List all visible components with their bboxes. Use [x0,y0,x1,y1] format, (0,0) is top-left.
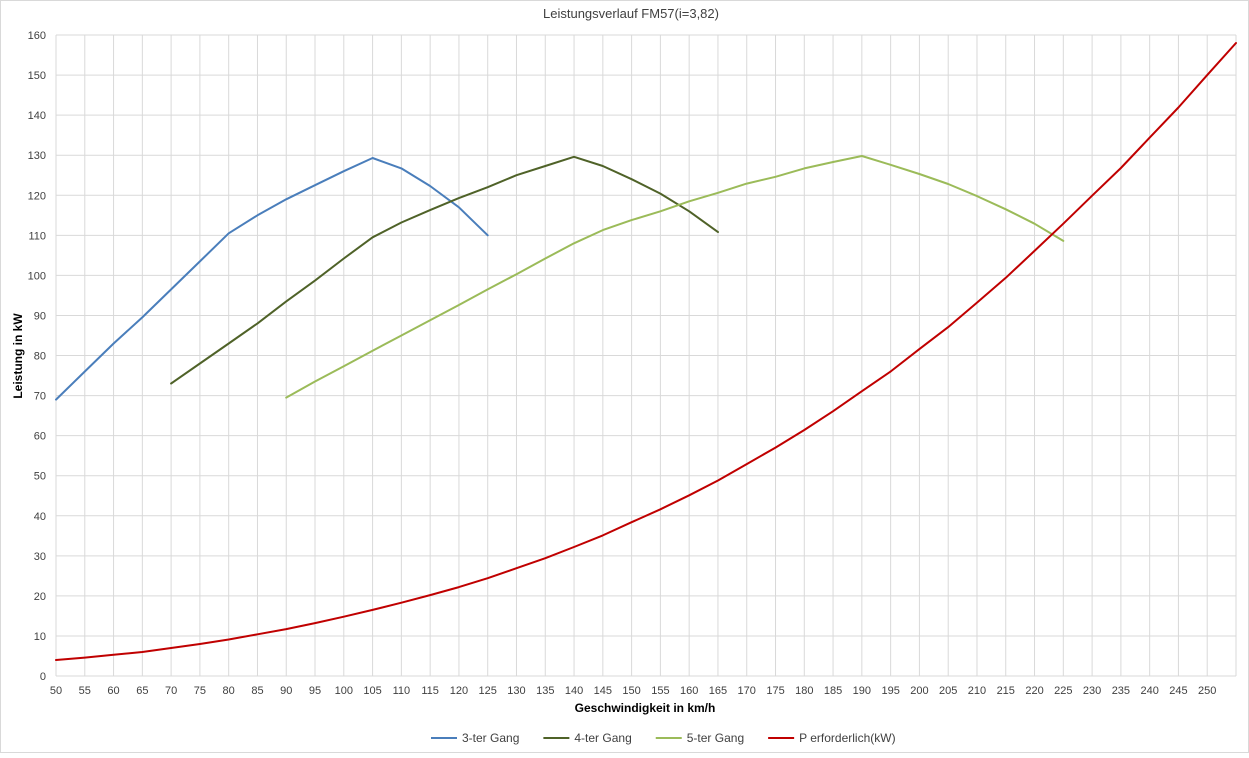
series-line-3 [285,155,1065,399]
x-tick-label: 205 [939,685,957,697]
series-line-1 [55,157,489,401]
x-tick-label: 130 [507,685,525,697]
x-tick-label: 240 [1140,685,1158,697]
x-tick-label: 185 [824,685,842,697]
legend: 3-ter Gang 4-ter Gang 5-ter Gang P erforder… [431,731,896,745]
x-tick-label: 155 [651,685,669,697]
x-tick-label: 245 [1169,685,1187,697]
x-tick-label: 215 [997,685,1015,697]
y-tick-labels: 0 10 20 30 40 50 60 70 80 90 100 110 120 130 140 150 160 [28,30,46,683]
series-lines [55,42,1237,661]
y-tick-label: 110 [28,230,46,242]
x-tick-label: 55 [79,685,91,697]
x-tick-label: 210 [968,685,986,697]
x-tick-label: 120 [450,685,468,697]
y-tick-label: 100 [28,270,46,282]
x-tick-label: 115 [421,685,439,697]
series-line-4 [55,42,1237,661]
x-tick-label: 180 [795,685,813,697]
x-tick-label: 220 [1025,685,1043,697]
x-tick-label: 170 [738,685,756,697]
x-tick-label: 150 [622,685,640,697]
legend-label: 3-ter Gang [462,731,519,745]
x-tick-label: 85 [251,685,263,697]
x-tick-label: 145 [594,685,612,697]
x-tick-label: 50 [50,685,62,697]
y-tick-label: 150 [28,70,46,82]
y-tick-label: 30 [34,551,46,563]
legend-label: 4-ter Gang [574,731,631,745]
x-tick-label: 105 [363,685,381,697]
y-tick-label: 80 [34,351,46,363]
x-tick-label: 125 [479,685,497,697]
x-tick-label: 225 [1054,685,1072,697]
y-tick-label: 140 [28,110,46,122]
x-axis-title: Geschwindigkeit in km/h [575,701,716,715]
x-tick-label: 60 [107,685,119,697]
x-tick-labels: 50 55 60 65 70 75 80 85 90 95 100 105 110 115 120 125 13… [50,685,1217,697]
x-tick-label: 230 [1083,685,1101,697]
x-tick-label: 135 [536,685,554,697]
y-tick-label: 120 [28,190,46,202]
x-tick-label: 100 [335,685,353,697]
legend-label: P erforderlich(kW) [799,731,895,745]
y-tick-label: 70 [34,391,46,403]
x-tick-label: 90 [280,685,292,697]
y-tick-label: 60 [34,431,46,443]
x-tick-label: 65 [136,685,148,697]
legend-label: 5-ter Gang [687,731,744,745]
x-tick-label: 95 [309,685,321,697]
y-tick-label: 130 [28,150,46,162]
y-tick-label: 10 [34,631,46,643]
y-axis-title: Leistung in kW [11,313,25,399]
y-tick-label: 90 [34,310,46,322]
x-tick-label: 80 [223,685,235,697]
x-tick-label: 75 [194,685,206,697]
x-tick-label: 175 [766,685,784,697]
x-tick-label: 165 [709,685,727,697]
y-tick-label: 0 [40,671,46,683]
y-tick-label: 50 [34,471,46,483]
x-tick-label: 70 [165,685,177,697]
x-tick-label: 140 [565,685,583,697]
chart-title: Leistungsverlauf FM57(i=3,82) [543,6,719,21]
x-tick-label: 195 [881,685,899,697]
x-tick-label: 200 [910,685,928,697]
x-tick-label: 250 [1198,685,1216,697]
y-tick-label: 160 [28,30,46,42]
grid [55,34,1237,677]
y-tick-label: 40 [34,511,46,523]
x-tick-label: 110 [393,685,411,697]
series-line-2 [170,155,719,385]
x-tick-label: 160 [680,685,698,697]
y-tick-label: 20 [34,591,46,603]
x-tick-label: 235 [1112,685,1130,697]
x-tick-label: 190 [853,685,871,697]
